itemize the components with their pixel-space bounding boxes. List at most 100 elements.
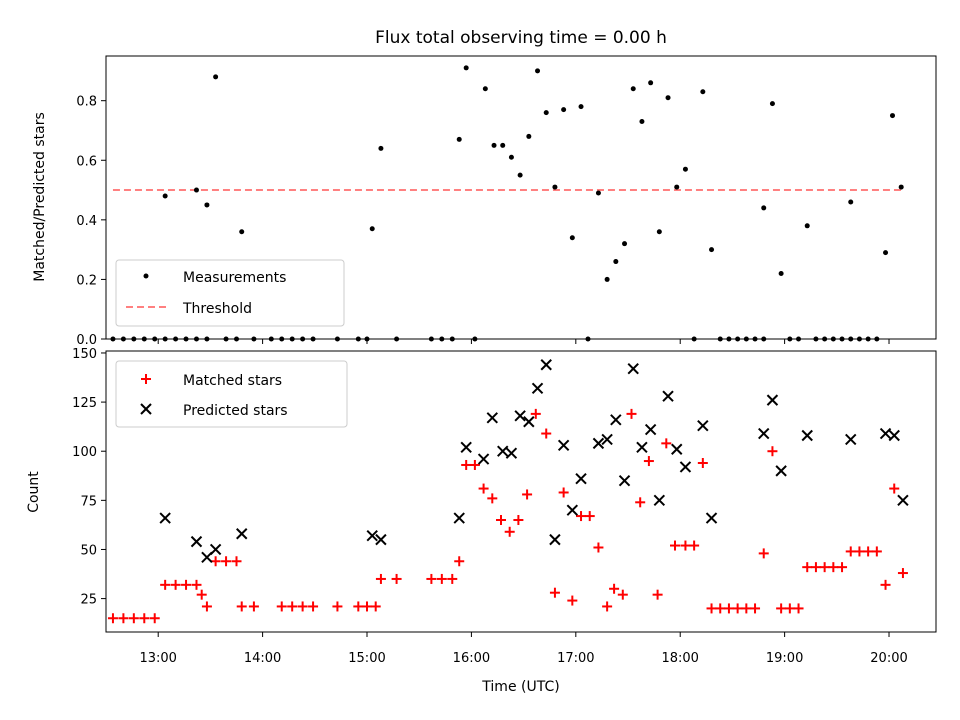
predicted-star-point [190,535,203,548]
matched-star-point [447,573,458,584]
measurement-point [639,119,645,125]
measurement-points [110,65,904,342]
top-y-tick-label: 0.6 [76,154,97,169]
measurement-point [355,336,361,342]
matched-star-point [201,601,212,612]
measurement-point [110,336,116,342]
matched-star-point [715,603,726,614]
predicted-star-point [477,453,490,465]
measurement-point [578,104,584,110]
measurement-point [848,199,854,205]
bottom-x-tick-label: 19:00 [766,651,803,666]
measurement-point [364,336,370,342]
matched-star-point [741,603,752,614]
predicted-star-point [549,533,561,546]
matched-star-point [231,556,242,567]
measurement-point [604,276,610,282]
top-legend-box [115,259,345,327]
predicted-star-point [671,443,683,455]
measurement-point [369,226,375,232]
measurement-point [778,270,784,276]
predicted-star-point [636,441,648,453]
measurement-point [743,336,749,342]
measurement-point [656,229,662,235]
matched-star-point [191,579,202,590]
matched-star-point [854,546,865,557]
predicted-star-point [575,473,587,485]
measurement-point [394,336,400,342]
measurement-point [552,184,558,190]
measurement-point [717,336,723,342]
measurement-point [665,95,671,101]
matched-star-point [308,601,319,612]
bottom-y-tick-label: 150 [72,347,97,362]
measurement-point [648,80,654,86]
top-chart-title: Flux total observing time = 0.00 h [375,28,667,48]
measurement-point [752,336,758,342]
predicted-star-point [679,461,692,473]
measurement-point [787,336,793,342]
measurement-point [251,336,257,342]
predicted-star-point [766,394,779,406]
matched-star-point [362,601,373,612]
matched-star-point [504,526,515,537]
measurement-point [289,336,295,342]
predicted-star-point [618,474,631,487]
matched-star-point [461,459,472,470]
top-y-axis: 0.0 0.2 0.4 0.6 0.8 [76,95,106,348]
matched-star-point [522,489,533,500]
predicted-star-point [879,427,892,440]
predicted-star-point [627,362,639,375]
predicted-star-point [705,512,718,524]
predicted-star-point [236,528,248,540]
bottom-plot-frame [105,350,937,633]
matched-star-point [436,573,447,584]
bottom-x-tick-label: 15:00 [348,651,385,666]
matched-star-point [558,487,569,498]
matched-star-point [297,601,308,612]
predicted-star-point [159,512,171,524]
matched-star-point [276,601,287,612]
measurement-point [193,336,199,342]
measurement-point [691,336,697,342]
measurement-point [463,65,469,71]
predicted-star-point [662,390,674,402]
measurement-point [874,336,880,342]
measurement-point [761,336,767,342]
matched-star-point [513,514,524,525]
matched-star-point [635,497,646,508]
predicted-star-point [375,533,387,546]
measurement-point [543,110,549,116]
measurement-point [848,336,854,342]
measurement-point [482,86,488,92]
measurement-point [120,336,126,342]
measurement-point [439,336,445,342]
matched-star-point [845,546,856,557]
measurement-point [769,101,775,107]
matched-stars-points [107,408,908,624]
predicted-star-point [697,419,709,432]
top-plot-frame [105,55,937,340]
predicted-star-point [653,494,666,507]
measurement-point [735,336,741,342]
matched-star-point [567,595,578,606]
measurement-point [561,107,567,113]
measurement-point [141,336,147,342]
measurement-point [234,336,240,342]
predicted-star-point [557,439,570,452]
measurement-point [268,336,274,342]
measurement-point [898,184,904,190]
matched-star-point [669,540,680,551]
measurement-point [204,336,210,342]
matched-star-point [196,589,207,600]
matched-star-point [897,568,908,579]
bottom-legend-box [115,360,348,428]
measurement-point [456,136,462,142]
measurement-point [279,336,285,342]
legend-matched-marker [141,374,151,384]
predicted-star-point [758,427,770,440]
measurement-point [378,145,384,151]
matched-star-point [495,514,506,525]
bottom-panel: 25 50 75 100 125 150 13:00 14:00 15:00 16:00 17:0… [26,347,937,695]
